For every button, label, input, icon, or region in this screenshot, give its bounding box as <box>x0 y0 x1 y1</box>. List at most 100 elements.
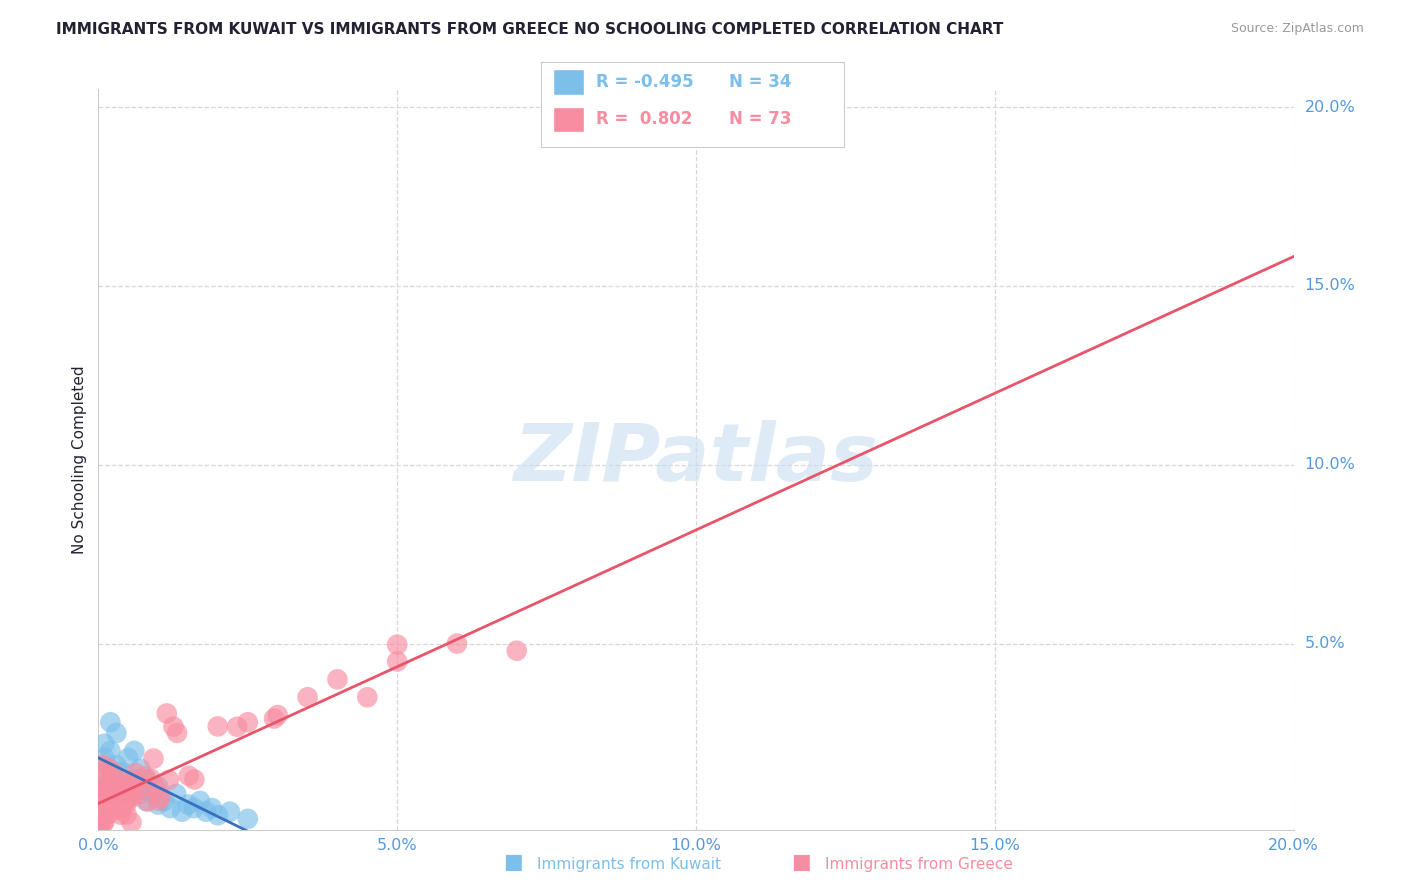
Point <box>103 774 125 789</box>
Point <box>136 780 159 794</box>
Point <box>104 799 127 814</box>
Point <box>172 805 194 819</box>
Text: Immigrants from Greece: Immigrants from Greece <box>825 857 1014 872</box>
Point <box>98 715 122 730</box>
Point <box>297 690 319 705</box>
Point <box>107 803 129 817</box>
Point <box>134 769 156 783</box>
Point <box>105 758 128 772</box>
Point <box>263 712 285 726</box>
Bar <box>554 70 583 95</box>
Point <box>143 780 166 794</box>
Point <box>506 644 529 658</box>
Point <box>124 787 146 801</box>
Point <box>207 808 229 822</box>
Point <box>201 801 224 815</box>
Point <box>118 788 141 802</box>
Point <box>267 708 290 723</box>
Point <box>115 807 138 822</box>
Point <box>111 787 134 801</box>
Text: ZIPatlas: ZIPatlas <box>513 420 879 499</box>
Point <box>117 790 139 805</box>
Point <box>165 787 187 801</box>
Text: R =  0.802: R = 0.802 <box>596 111 692 128</box>
Point <box>112 790 135 805</box>
Text: Immigrants from Kuwait: Immigrants from Kuwait <box>537 857 721 872</box>
Point <box>188 794 211 808</box>
Text: 10.0%: 10.0% <box>1305 458 1355 472</box>
Point <box>219 805 242 819</box>
Point <box>103 764 125 779</box>
Text: 20.0%: 20.0% <box>1305 100 1355 114</box>
Point <box>98 789 121 803</box>
Point <box>195 805 218 819</box>
Point <box>93 786 115 800</box>
Point <box>105 772 128 787</box>
Text: N = 73: N = 73 <box>728 111 792 128</box>
Point <box>117 780 139 794</box>
Point <box>121 790 143 805</box>
Point <box>183 801 205 815</box>
Point <box>226 720 249 734</box>
Point <box>148 794 170 808</box>
Point <box>139 772 162 786</box>
Point <box>117 751 139 765</box>
Point <box>124 766 146 780</box>
Point <box>94 796 117 810</box>
Point <box>129 762 152 776</box>
Text: Source: ZipAtlas.com: Source: ZipAtlas.com <box>1230 22 1364 36</box>
Point <box>90 798 112 813</box>
Point <box>114 795 136 809</box>
Point <box>148 797 170 812</box>
Y-axis label: No Schooling Completed: No Schooling Completed <box>72 365 87 554</box>
Point <box>110 775 132 789</box>
Point <box>183 772 205 787</box>
Point <box>159 801 181 815</box>
Point <box>104 801 127 815</box>
Point <box>87 780 110 794</box>
Point <box>98 762 122 776</box>
Point <box>93 737 115 751</box>
Point <box>98 744 122 758</box>
Point <box>108 781 131 796</box>
Text: 5.0%: 5.0% <box>1305 636 1346 651</box>
Text: ■: ■ <box>503 853 523 872</box>
Point <box>177 769 200 783</box>
Point <box>121 815 143 830</box>
Point <box>326 673 349 687</box>
Point <box>105 726 128 740</box>
Point <box>90 815 112 830</box>
Text: ■: ■ <box>792 853 811 872</box>
Point <box>111 800 134 814</box>
Bar <box>554 106 583 132</box>
Point <box>356 690 378 705</box>
Point <box>97 806 120 821</box>
Point <box>129 787 152 801</box>
Point <box>91 757 114 772</box>
Point <box>153 794 176 808</box>
Point <box>177 797 200 812</box>
Point <box>124 777 146 791</box>
Point <box>96 778 118 792</box>
Point <box>124 744 146 758</box>
Point <box>91 808 114 822</box>
Point <box>93 815 115 830</box>
Text: 15.0%: 15.0% <box>1305 278 1355 293</box>
Point <box>385 638 409 652</box>
Point <box>135 772 157 787</box>
Point <box>236 812 259 826</box>
Point <box>89 815 111 830</box>
Point <box>149 789 172 804</box>
Point <box>207 719 229 733</box>
Point <box>93 751 115 765</box>
Point <box>156 706 179 721</box>
Point <box>108 784 131 798</box>
Point <box>141 787 163 801</box>
Point <box>110 807 132 822</box>
Point <box>94 767 117 781</box>
Point <box>108 778 131 792</box>
Point <box>101 794 124 808</box>
Point <box>148 780 170 794</box>
Point <box>91 815 114 830</box>
Point <box>115 797 138 811</box>
